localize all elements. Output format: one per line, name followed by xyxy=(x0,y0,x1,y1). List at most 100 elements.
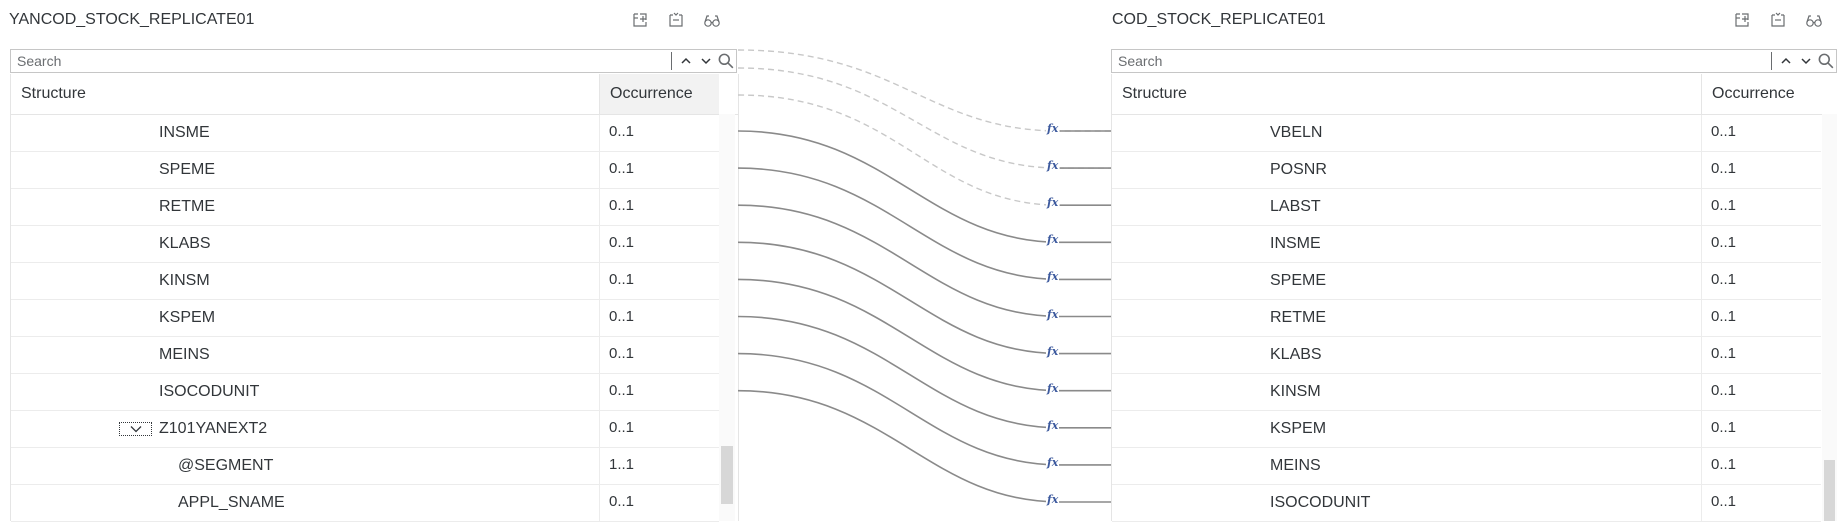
mapping-line[interactable] xyxy=(738,352,1111,466)
mapping-line[interactable] xyxy=(738,167,1111,281)
source-structure-table: Structure Occurrence INSME 0..1 SPEME 0..1 R… xyxy=(10,74,739,522)
table-row[interactable]: KINSM 0..1 xyxy=(11,263,719,300)
source-search-input[interactable] xyxy=(11,50,667,72)
occurrence-value: 1..1 xyxy=(599,448,719,484)
source-scroll-thumb[interactable] xyxy=(721,446,733,504)
function-fx-icon[interactable]: fx xyxy=(1046,159,1060,173)
source-toolbar xyxy=(630,10,722,30)
occurrence-value: 0..1 xyxy=(1701,448,1821,484)
search-icon[interactable] xyxy=(1816,50,1836,72)
occurrence-value: 0..1 xyxy=(1701,374,1821,410)
function-fx-icon[interactable]: fx xyxy=(1046,196,1060,210)
table-row[interactable]: KSPEM 0..1 xyxy=(1112,411,1821,448)
occurrence-column-header[interactable]: Occurrence xyxy=(599,74,719,114)
target-scrollbar[interactable] xyxy=(1822,114,1837,521)
structure-column-header[interactable]: Structure xyxy=(1122,85,1187,102)
occurrence-value: 0..1 xyxy=(599,115,719,151)
table-row[interactable]: KLABS 0..1 xyxy=(11,226,719,263)
dashed-mapping-line[interactable] xyxy=(738,94,1111,206)
target-structure-table: Structure Occurrence VBELN 0..1 POSNR 0..1 L… xyxy=(1111,74,1837,522)
dashed-mapping-line[interactable] xyxy=(738,67,1111,169)
glasses-icon[interactable] xyxy=(702,10,722,30)
table-row[interactable]: SPEME 0..1 xyxy=(11,152,719,189)
occurrence-value: 0..1 xyxy=(599,189,719,225)
collapse-all-icon[interactable] xyxy=(1768,10,1788,30)
table-row[interactable]: LABST 0..1 xyxy=(1112,189,1821,226)
source-structure-panel: YANCOD_STOCK_REPLICATE01 Structure Occur… xyxy=(0,0,739,522)
occurrence-value: 0..1 xyxy=(599,411,719,447)
occurrence-value: 0..1 xyxy=(1701,152,1821,188)
mapping-lines xyxy=(738,49,1111,503)
function-fx-icon[interactable]: fx xyxy=(1046,233,1060,247)
function-fx-icon[interactable]: fx xyxy=(1046,344,1060,358)
source-table-header: Structure Occurrence xyxy=(11,74,738,115)
mapping-line[interactable] xyxy=(738,278,1111,392)
table-row[interactable]: @SEGMENT 1..1 xyxy=(11,448,719,485)
target-structure-panel: COD_STOCK_REPLICATE01 Structure Occurren… xyxy=(1111,0,1837,522)
add-icon[interactable] xyxy=(630,10,650,30)
table-row[interactable]: MEINS 0..1 xyxy=(11,337,719,374)
table-row[interactable]: APPL_SNAME 0..1 xyxy=(11,485,719,522)
table-row[interactable]: RETME 0..1 xyxy=(1112,300,1821,337)
structure-name: Z101YANEXT2 xyxy=(159,420,268,437)
structure-column-header[interactable]: Structure xyxy=(21,85,86,102)
table-row[interactable]: MEINS 0..1 xyxy=(1112,448,1821,485)
function-fx-icon[interactable]: fx xyxy=(1046,493,1060,506)
glasses-icon[interactable] xyxy=(1804,10,1824,30)
source-scrollbar[interactable] xyxy=(719,114,735,521)
table-row[interactable]: KSPEM 0..1 xyxy=(11,300,719,337)
table-row[interactable]: RETME 0..1 xyxy=(11,189,719,226)
target-search-input[interactable] xyxy=(1112,50,1767,72)
structure-name: KINSM xyxy=(159,272,210,289)
table-row[interactable]: Z101YANEXT2 0..1 xyxy=(11,411,719,448)
function-fx-icon[interactable]: fx xyxy=(1046,270,1060,284)
source-search-bar xyxy=(10,49,737,73)
function-fx-icon[interactable]: fx xyxy=(1046,418,1060,432)
function-fx-icon[interactable]: fx xyxy=(1046,122,1060,135)
mapping-line[interactable] xyxy=(738,204,1111,318)
structure-name: MEINS xyxy=(159,346,210,363)
structure-name: KSPEM xyxy=(159,309,216,326)
table-row[interactable]: KINSM 0..1 xyxy=(1112,374,1821,411)
expand-toggle-chevron-down-icon[interactable] xyxy=(119,422,152,436)
occurrence-column-header[interactable]: Occurrence xyxy=(1701,74,1821,114)
search-icon[interactable] xyxy=(716,50,736,72)
mapping-line[interactable] xyxy=(738,389,1111,503)
chevron-up-icon[interactable] xyxy=(1776,50,1796,72)
table-row[interactable]: INSME 0..1 xyxy=(11,115,719,152)
chevron-down-icon[interactable] xyxy=(696,50,716,72)
structure-name: SPEME xyxy=(159,161,216,178)
occurrence-value: 0..1 xyxy=(599,337,719,373)
structure-name: INSME xyxy=(159,124,210,141)
occurrence-value: 0..1 xyxy=(1701,411,1821,447)
collapse-all-icon[interactable] xyxy=(666,10,686,30)
target-scroll-thumb[interactable] xyxy=(1824,460,1835,521)
table-row[interactable]: ISOCODUNIT 0..1 xyxy=(11,374,719,411)
table-row[interactable]: INSME 0..1 xyxy=(1112,226,1821,263)
chevron-down-icon[interactable] xyxy=(1796,50,1816,72)
dashed-mapping-line[interactable] xyxy=(738,49,1111,132)
structure-name: APPL_SNAME xyxy=(178,494,285,511)
table-row[interactable]: VBELN 0..1 xyxy=(1112,115,1821,152)
table-row[interactable]: ISOCODUNIT 0..1 xyxy=(1112,485,1821,522)
structure-name: KSPEM xyxy=(1270,420,1327,437)
structure-name: KLABS xyxy=(1270,346,1322,363)
search-divider xyxy=(671,52,672,70)
chevron-up-icon[interactable] xyxy=(676,50,696,72)
add-icon[interactable] xyxy=(1732,10,1752,30)
function-fx-icon[interactable]: fx xyxy=(1046,455,1060,469)
function-fx-icon[interactable]: fx xyxy=(1046,381,1060,395)
occurrence-value: 0..1 xyxy=(1701,189,1821,225)
mapping-line[interactable] xyxy=(738,315,1111,429)
occurrence-value: 0..1 xyxy=(1701,300,1821,336)
occurrence-value: 0..1 xyxy=(599,374,719,410)
table-row[interactable]: SPEME 0..1 xyxy=(1112,263,1821,300)
structure-name: RETME xyxy=(159,198,215,215)
table-row[interactable]: KLABS 0..1 xyxy=(1112,337,1821,374)
function-fx-icon[interactable]: fx xyxy=(1046,307,1060,321)
target-toolbar xyxy=(1732,10,1824,30)
mapping-line[interactable] xyxy=(738,130,1111,244)
mapping-line[interactable] xyxy=(738,241,1111,355)
structure-name: INSME xyxy=(1270,235,1321,252)
table-row[interactable]: POSNR 0..1 xyxy=(1112,152,1821,189)
